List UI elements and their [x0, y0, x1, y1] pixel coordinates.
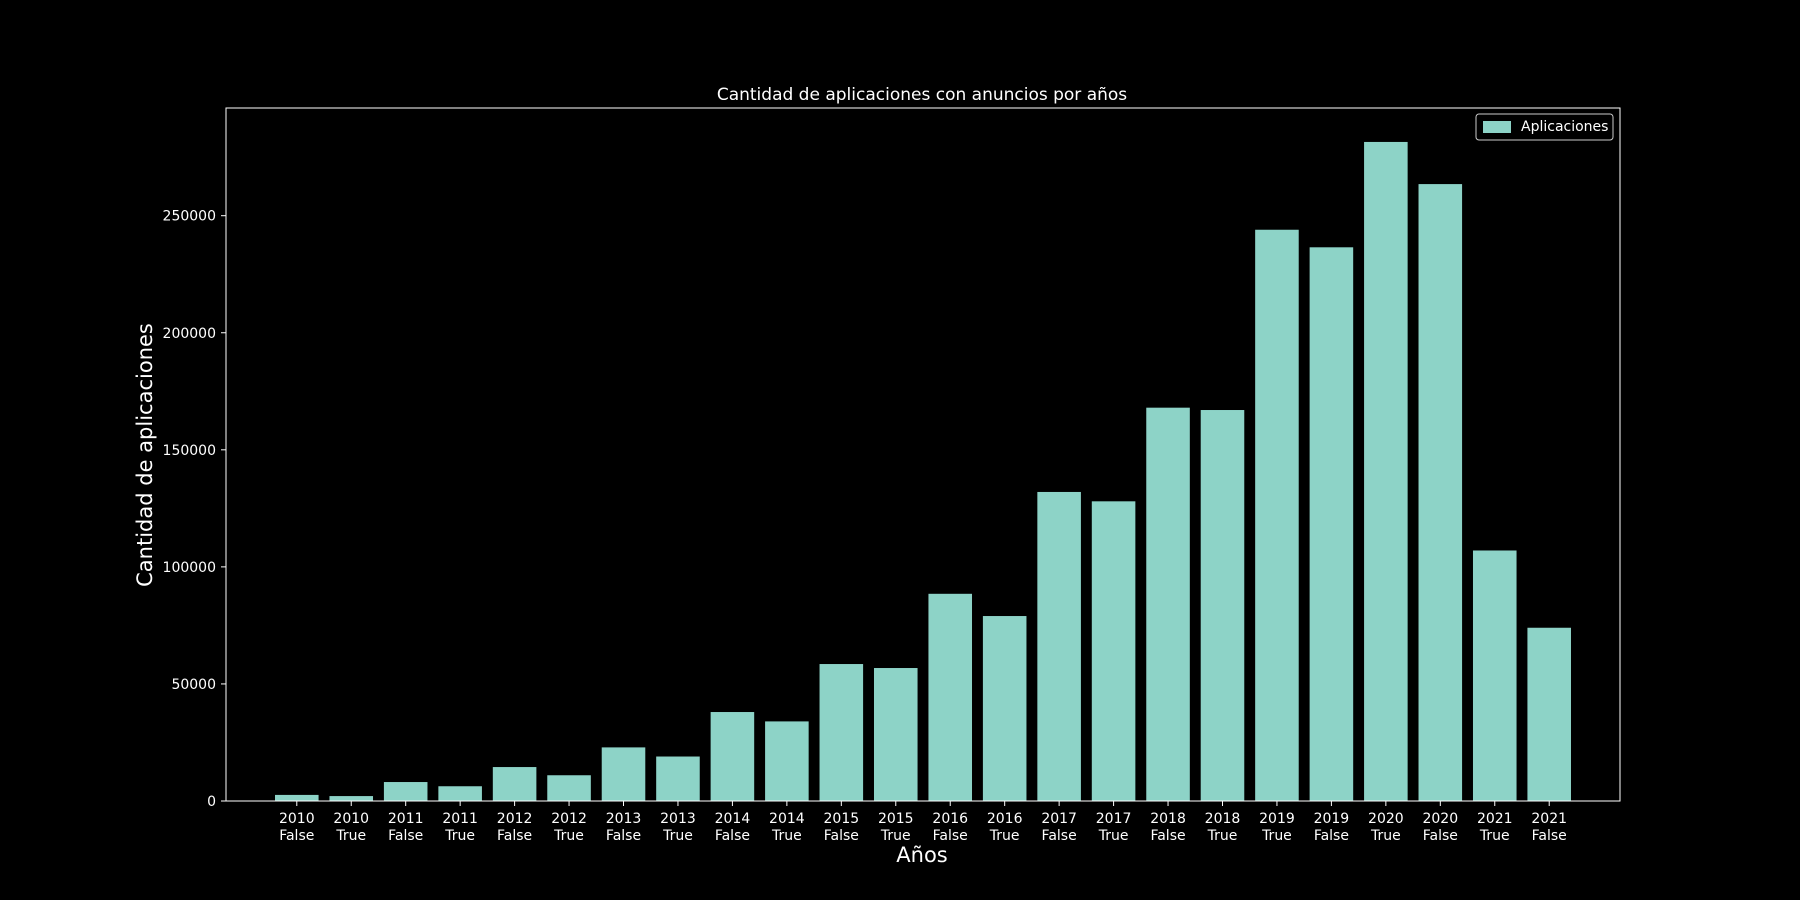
x-tick-label: 2015 False [824, 811, 860, 844]
y-tick-label: 50000 [171, 677, 216, 693]
y-tick-label: 100000 [163, 560, 216, 576]
bar-2015-true [873, 668, 918, 801]
x-tick-label: 2011 False [388, 811, 424, 844]
x-tick-label: 2018 False [1150, 811, 1186, 844]
bar-2012-false [492, 767, 537, 801]
bar-2018-false [1146, 407, 1190, 801]
x-tick-label: 2017 False [1041, 811, 1077, 844]
x-tick-label: 2016 True [987, 811, 1023, 844]
bars-group [275, 141, 1571, 802]
y-tick-label: 150000 [163, 443, 216, 459]
y-tick-label: 0 [207, 794, 216, 810]
x-tick-label: 2014 True [769, 811, 805, 844]
bar-2021-true [1472, 550, 1517, 801]
bar-2011-true [438, 786, 482, 801]
x-tick-label: 2020 False [1422, 811, 1458, 844]
plot-frame [225, 107, 1621, 802]
x-tick-label: 2013 True [660, 811, 696, 844]
x-tick-labels: 2010 False 2010 True 2011 False 2011 True 2012 Fa… [279, 801, 1567, 844]
x-tick-label: 2010 False [279, 811, 315, 844]
x-tick-label: 2010 True [333, 811, 369, 844]
chart-title: Cantidad de aplicaciones con anuncios po… [717, 85, 1127, 105]
bar-2014-false [710, 712, 755, 801]
bar-2015-false [819, 664, 864, 801]
legend-swatch [1483, 121, 1511, 133]
bar-2017-true [1091, 501, 1136, 801]
bar-2011-false [383, 782, 428, 801]
bar-2014-true [765, 721, 809, 801]
bar-2013-true [656, 756, 700, 801]
x-tick-label: 2018 True [1205, 811, 1241, 844]
bar-2013-false [601, 747, 646, 801]
bar-2019-true [1255, 229, 1299, 802]
bar-2021-false [1527, 627, 1571, 801]
y-tick-label: 250000 [163, 209, 216, 225]
bar-2017-false [1037, 491, 1081, 801]
x-tick-label: 2019 True [1259, 811, 1295, 844]
y-tick-label: 200000 [163, 326, 216, 342]
bar-2010-false [275, 794, 319, 801]
bar-2016-true [982, 616, 1027, 801]
x-tick-label: 2012 False [497, 811, 533, 844]
legend: Aplicaciones [1475, 113, 1614, 141]
x-tick-label: 2013 False [606, 811, 642, 844]
x-tick-label: 2019 False [1314, 811, 1350, 844]
bar-2018-true [1200, 410, 1245, 801]
bar-2012-true [547, 775, 591, 801]
y-axis-label: Cantidad de aplicaciones [133, 323, 157, 587]
x-tick-label: 2014 False [715, 811, 751, 844]
bar-2020-false [1418, 184, 1463, 802]
y-tick-labels: 0 50000 100000 150000 200000 250000 [163, 209, 226, 810]
bar-2010-true [329, 796, 374, 801]
x-tick-label: 2021 False [1531, 811, 1567, 844]
bar-2020-true [1364, 141, 1408, 801]
x-tick-label: 2017 True [1096, 811, 1132, 844]
x-tick-label: 2021 True [1477, 811, 1513, 844]
legend-label: Aplicaciones [1521, 119, 1608, 135]
x-tick-label: 2020 True [1368, 811, 1404, 844]
x-axis-label: Años [896, 843, 947, 867]
bar-2019-false [1309, 247, 1354, 802]
x-tick-label: 2016 False [932, 811, 968, 844]
legend-box [1475, 113, 1614, 141]
x-tick-label: 2011 True [442, 811, 478, 844]
bar-2016-false [928, 593, 973, 801]
x-tick-label: 2015 True [878, 811, 914, 844]
x-tick-label: 2012 True [551, 811, 587, 844]
